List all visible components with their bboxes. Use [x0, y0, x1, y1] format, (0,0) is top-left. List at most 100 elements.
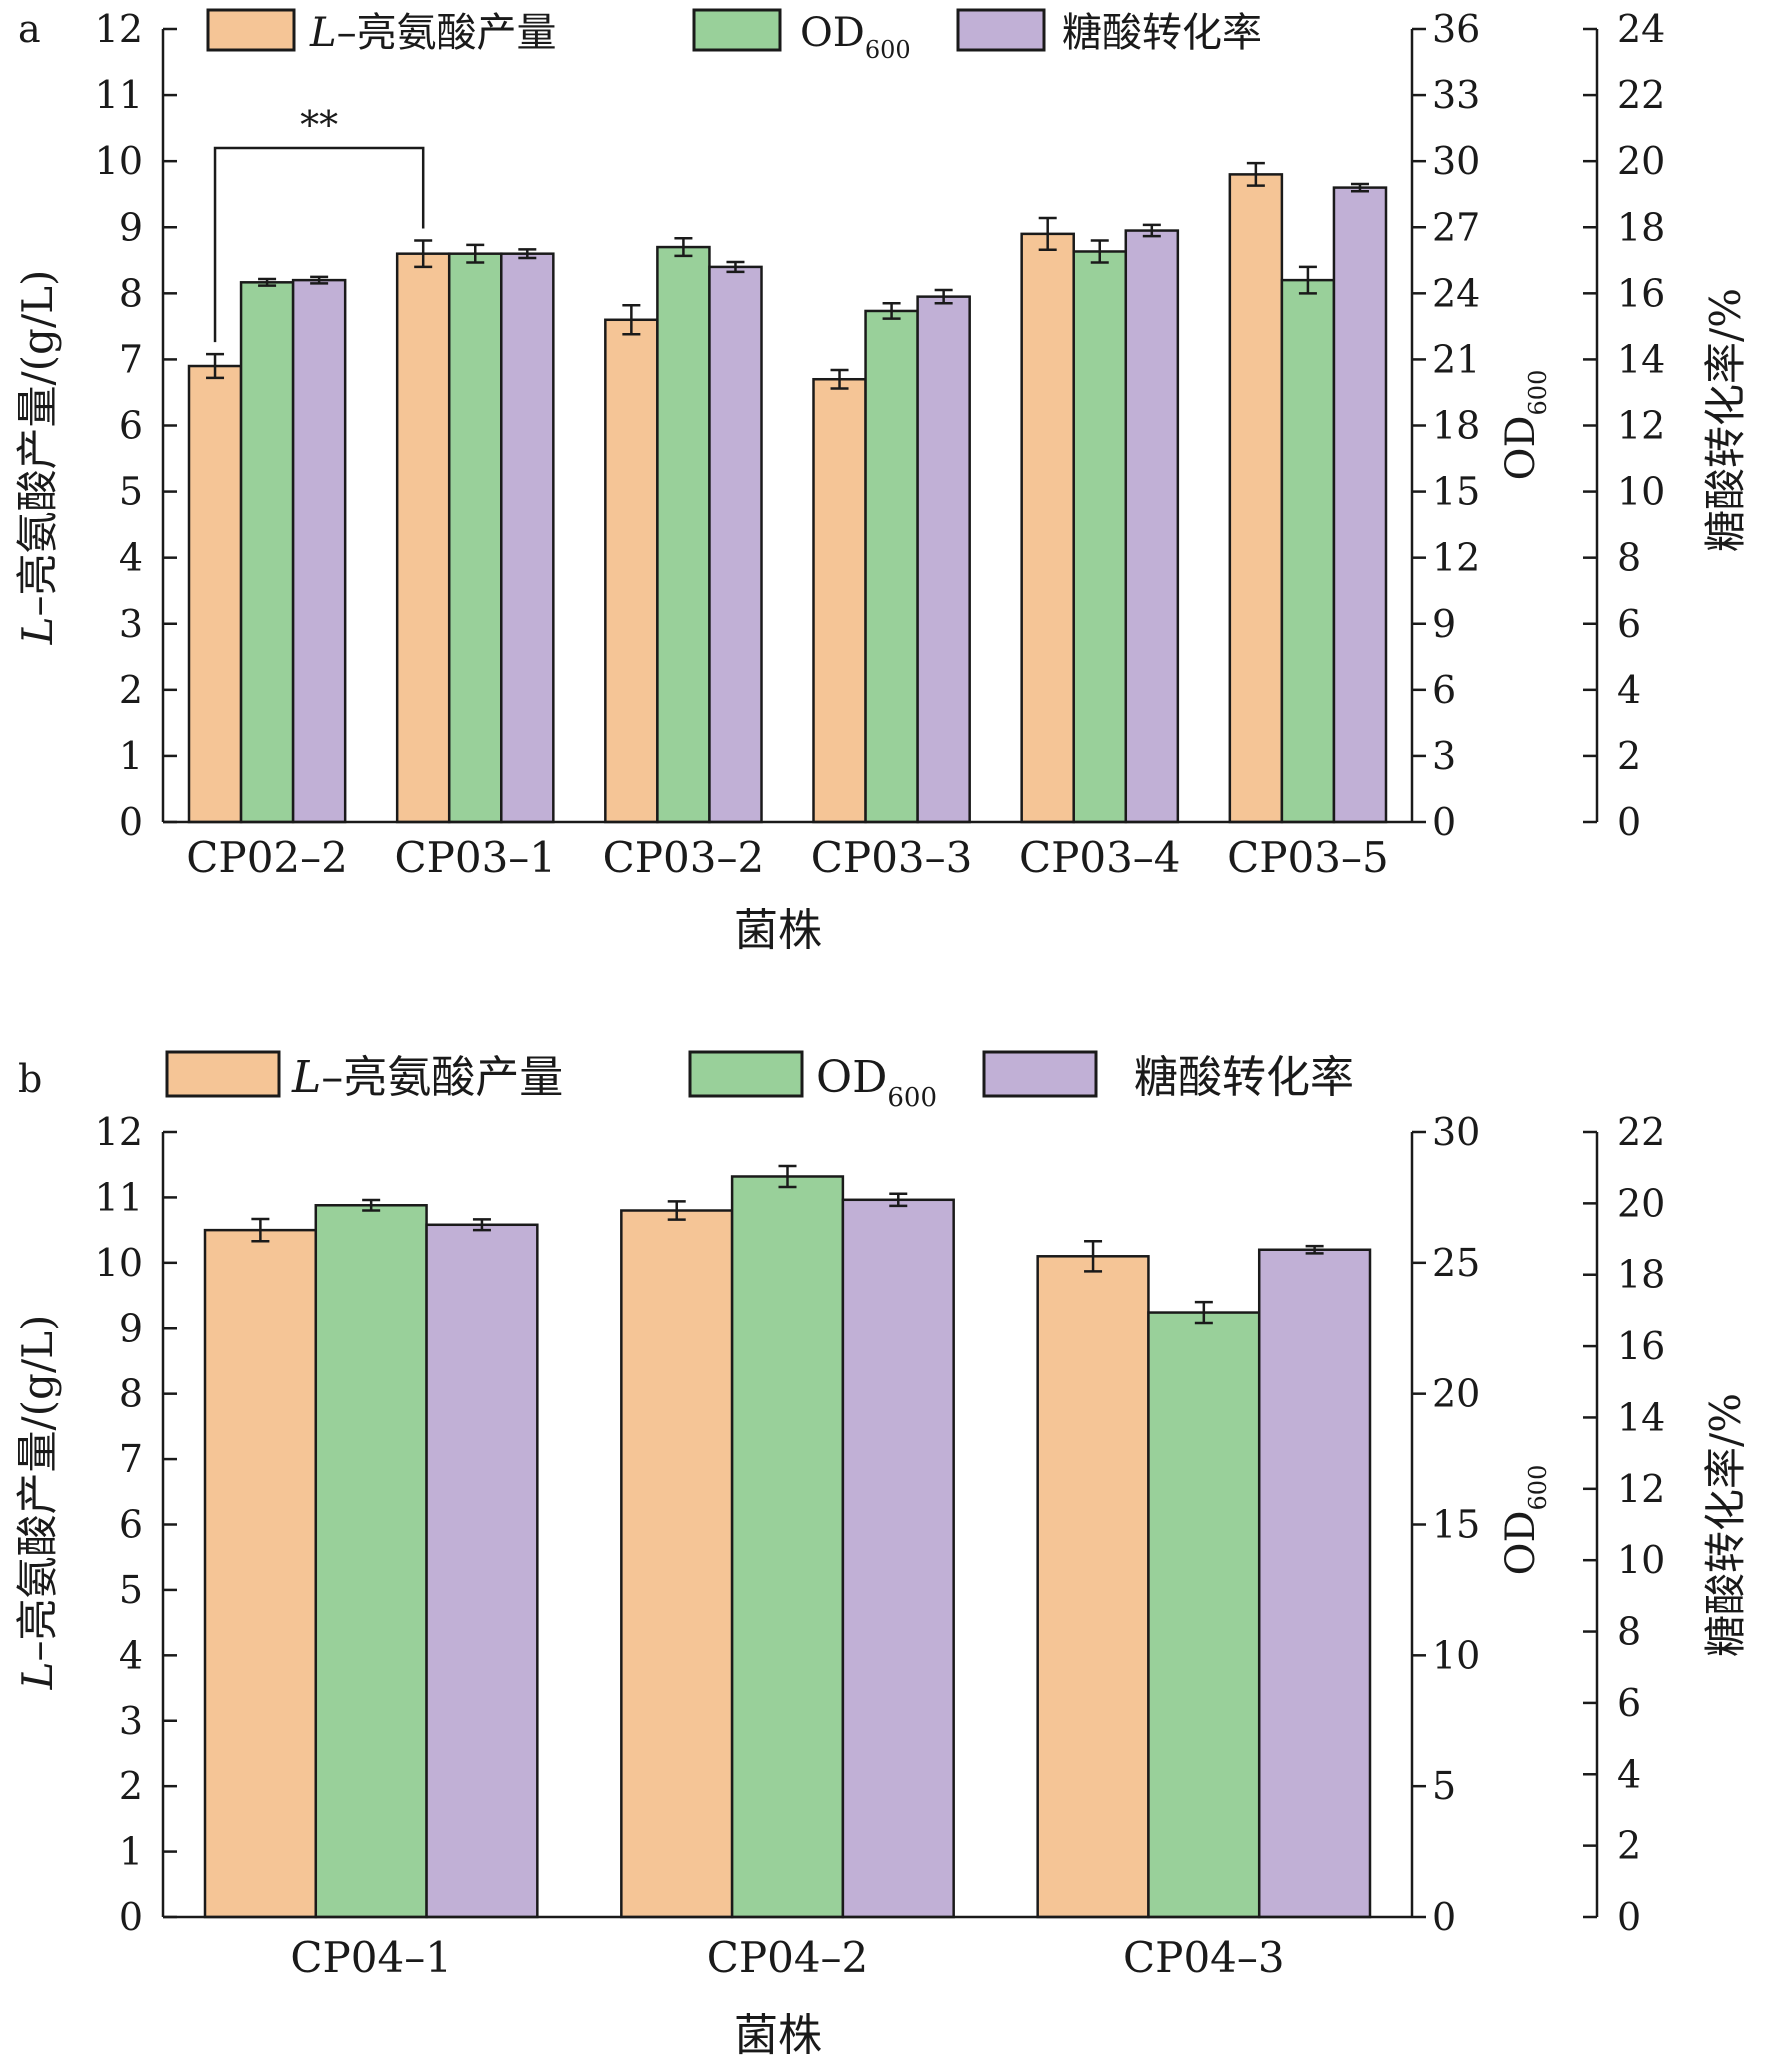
bar-b-s1-c0 [314, 1204, 428, 1919]
tick-label-right2-b: 14 [1617, 1395, 1665, 1439]
legend-label-leu: L–亮氨酸产量 [309, 10, 557, 56]
bar-a-s1-c5 [1280, 278, 1336, 824]
tick-label-right1-b: 0 [1432, 1895, 1456, 1939]
category-label-a: CP02–2 [186, 833, 348, 882]
panel-b-right1-axis-title-main: OD [1498, 1510, 1544, 1575]
bar-a-s2-c4 [1124, 229, 1180, 824]
panel-a-left-axis-title-prefix: L [13, 616, 62, 645]
category-label-b: CP04–2 [707, 1933, 869, 1982]
bar-a-s2-c1 [500, 252, 555, 824]
bar-a-s0-c2 [604, 318, 659, 824]
bar-a-s2-c3 [916, 295, 971, 824]
error-bar-b-s1-c1 [778, 1164, 797, 1189]
tick-label-left-b: 8 [119, 1372, 143, 1416]
legend-label-sugar: 糖酸转化率 [1062, 10, 1262, 56]
tick-label-left-b: 5 [119, 1568, 143, 1612]
category-label-a: CP03–3 [811, 833, 973, 882]
legend-swatch-od [692, 8, 782, 52]
category-label-a: CP03–4 [1019, 833, 1181, 882]
tick-label-right1-b: 15 [1432, 1503, 1480, 1547]
tick-label-right1-b: 25 [1432, 1241, 1480, 1285]
tick-label-right1-a: 36 [1432, 7, 1480, 51]
tick-label-right2-b: 12 [1617, 1467, 1665, 1511]
bar-a-s0-c4 [1020, 232, 1075, 824]
category-label-b: CP04–1 [290, 1933, 452, 1982]
bar-a-s1-c3 [864, 309, 919, 824]
significance-bracket: ** [213, 103, 425, 343]
tick-label-left-b: 9 [119, 1306, 143, 1350]
tick-label-left-a: 2 [119, 668, 143, 712]
error-bar-a-s1-c3 [882, 301, 901, 320]
bar-a-s1-c1 [447, 252, 503, 824]
error-bar-a-s1-c1 [466, 243, 485, 264]
error-bar-a-s1-c0 [258, 277, 277, 287]
tick-label-right2-a: 8 [1617, 536, 1641, 580]
error-bar-a-s1-c4 [1090, 239, 1109, 264]
tick-label-right1-b: 30 [1432, 1110, 1480, 1154]
legend-swatch-sugar [956, 8, 1046, 52]
legend-label-od-main: OD [800, 10, 865, 56]
tick-label-left-b: 4 [119, 1633, 143, 1677]
tick-label-right1-a: 27 [1432, 205, 1480, 249]
error-bar-b-s2-c1 [889, 1192, 908, 1208]
panel-b-label: b [18, 1057, 42, 1101]
tick-label-right1-a: 9 [1432, 602, 1456, 646]
error-bar-b-s2-c0 [472, 1218, 491, 1232]
panel-b: b L–亮氨酸产量 OD600 糖酸转化率 012345678910111205… [13, 1050, 1750, 2058]
error-bar-a-s0-c3 [830, 368, 849, 390]
panel-b-bars [203, 1164, 1372, 1919]
panel-a-left-axis-title: L–亮氨酸产量/(g/L) [13, 270, 62, 646]
tick-label-right2-b: 20 [1617, 1181, 1665, 1225]
tick-label-right2-b: 0 [1617, 1895, 1641, 1939]
category-label-a: CP03–1 [394, 833, 556, 882]
tick-label-left-b: 2 [119, 1764, 143, 1808]
category-label-a: CP03–2 [603, 833, 765, 882]
bar-a-s0-c3 [812, 377, 867, 824]
bar-b-s0-c1 [620, 1209, 734, 1919]
tick-label-right2-b: 22 [1617, 1110, 1665, 1154]
tick-label-left-b: 0 [119, 1895, 143, 1939]
error-bar-a-s0-c2 [622, 303, 641, 336]
tick-label-right1-b: 20 [1432, 1372, 1480, 1416]
tick-label-right2-a: 14 [1617, 337, 1665, 381]
tick-label-right1-b: 5 [1432, 1764, 1456, 1808]
tick-label-left-a: 5 [119, 470, 143, 514]
tick-label-right2-b: 2 [1617, 1824, 1641, 1868]
bar-a-s2-c0 [291, 278, 347, 824]
bar-a-s1-c4 [1072, 250, 1128, 824]
legend-label-od: OD600 [800, 10, 911, 64]
tick-label-right2-a: 18 [1617, 205, 1665, 249]
tick-label-left-a: 8 [119, 271, 143, 315]
error-bar-b-s1-c2 [1194, 1300, 1213, 1325]
bar-b-s1-c1 [730, 1175, 845, 1919]
bar-a-s0-c0 [187, 364, 243, 824]
panel-a-label: a [18, 7, 41, 51]
error-bar-b-s0-c0 [251, 1217, 270, 1243]
tick-label-right1-a: 33 [1432, 73, 1480, 117]
tick-label-left-a: 9 [119, 205, 143, 249]
panel-a-right1-axis-title-sub: 600 [1524, 370, 1552, 416]
legend-label-sugar-b: 糖酸转化率 [1134, 1052, 1354, 1103]
error-bar-b-s1-c0 [362, 1198, 381, 1212]
error-bar-a-s0-c0 [206, 352, 225, 380]
error-bar-a-s0-c1 [414, 239, 433, 269]
tick-label-left-b: 3 [119, 1699, 143, 1743]
tick-label-right2-a: 24 [1617, 7, 1665, 51]
panel-a-right1-axis-title-main: OD [1498, 415, 1544, 480]
tick-label-right1-a: 30 [1432, 139, 1480, 183]
bar-a-s1-c2 [656, 245, 711, 824]
tick-label-left-a: 12 [95, 7, 143, 51]
panel-b-right1-axis-title: OD600 [1498, 1465, 1552, 1576]
panel-b-left-axis-title: L–亮氨酸产量/(g/L) [13, 1315, 62, 1691]
legend-swatch-leu [206, 8, 296, 52]
panel-a-axes: 0123456789101112036912151821242730333602… [95, 7, 1666, 882]
error-bar-a-s2-c1 [518, 248, 537, 260]
panel-a-right2-axis-title: 糖酸转化率/% [1701, 288, 1750, 552]
tick-label-right2-b: 4 [1617, 1752, 1641, 1796]
legend-swatch-leu-b [165, 1050, 281, 1098]
legend-label-od-b-main: OD [816, 1052, 887, 1103]
bar-b-s0-c2 [1036, 1255, 1150, 1919]
tick-label-right1-a: 0 [1432, 800, 1456, 844]
tick-label-left-b: 10 [95, 1241, 143, 1285]
